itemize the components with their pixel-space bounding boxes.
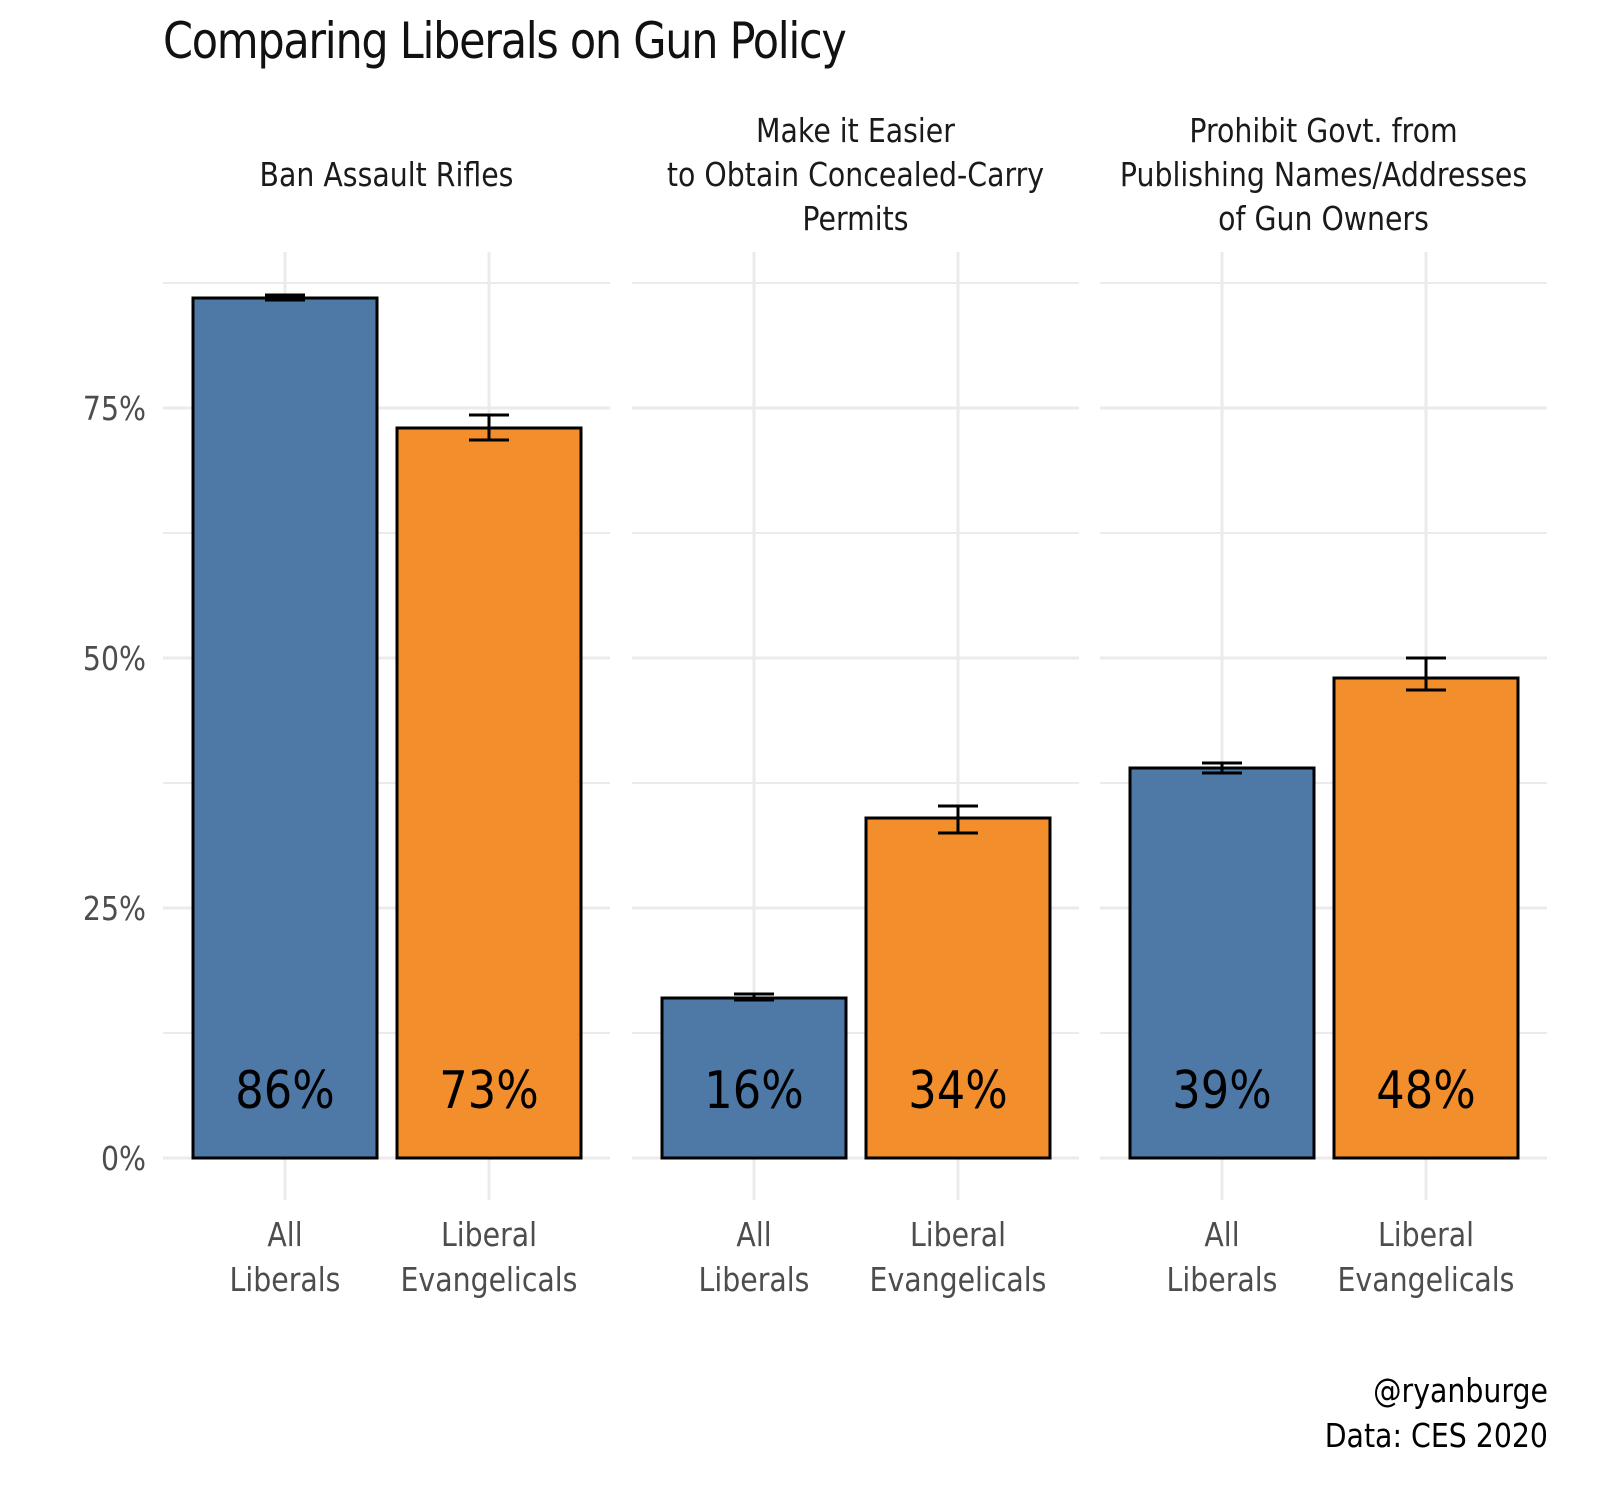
value-label: 48% <box>1376 1061 1475 1121</box>
bar <box>1128 766 1316 1160</box>
value-label: 39% <box>1172 1061 1271 1121</box>
value-label: 16% <box>704 1061 803 1121</box>
x-tick-label: Evangelicals <box>401 1261 578 1300</box>
x-tick-label: Liberals <box>1167 1261 1278 1300</box>
bar <box>660 996 848 1160</box>
x-tick-label: Liberals <box>230 1261 341 1300</box>
y-tick-label: 25% <box>83 890 146 929</box>
caption-source: Data: CES 2020 <box>1325 1417 1548 1456</box>
x-tick-label: All <box>267 1216 302 1255</box>
value-label: 73% <box>439 1061 538 1121</box>
x-tick-label: Evangelicals <box>1338 1261 1515 1300</box>
panel-title: Publishing Names/Addresses <box>1120 156 1527 195</box>
panel-title: of Gun Owners <box>1218 200 1429 239</box>
x-tick-label: All <box>1204 1216 1239 1255</box>
bar <box>191 296 379 1160</box>
chart-title: Comparing Liberals on Gun Policy <box>163 12 847 70</box>
panel-title: to Obtain Concealed-Carry <box>667 156 1044 195</box>
panel-title: Permits <box>802 200 908 239</box>
y-tick-label: 0% <box>101 1140 146 1179</box>
x-tick-label: Evangelicals <box>870 1261 1047 1300</box>
x-tick-label: Liberal <box>910 1216 1006 1255</box>
panel-title: Prohibit Govt. from <box>1189 112 1457 151</box>
value-label: 86% <box>235 1061 334 1121</box>
caption-author: @ryanburge <box>1373 1372 1548 1411</box>
bar <box>395 426 583 1160</box>
x-tick-label: Liberal <box>1378 1216 1474 1255</box>
panel-title: Make it Easier <box>756 112 955 151</box>
x-tick-label: Liberal <box>441 1216 537 1255</box>
panel-title: Ban Assault Rifles <box>260 156 514 195</box>
x-tick-label: Liberals <box>699 1261 810 1300</box>
y-tick-label: 75% <box>83 390 146 429</box>
y-tick-label: 50% <box>83 640 146 679</box>
bar <box>1332 676 1520 1160</box>
value-label: 34% <box>908 1061 1007 1121</box>
bar <box>864 816 1052 1160</box>
x-tick-label: All <box>736 1216 771 1255</box>
